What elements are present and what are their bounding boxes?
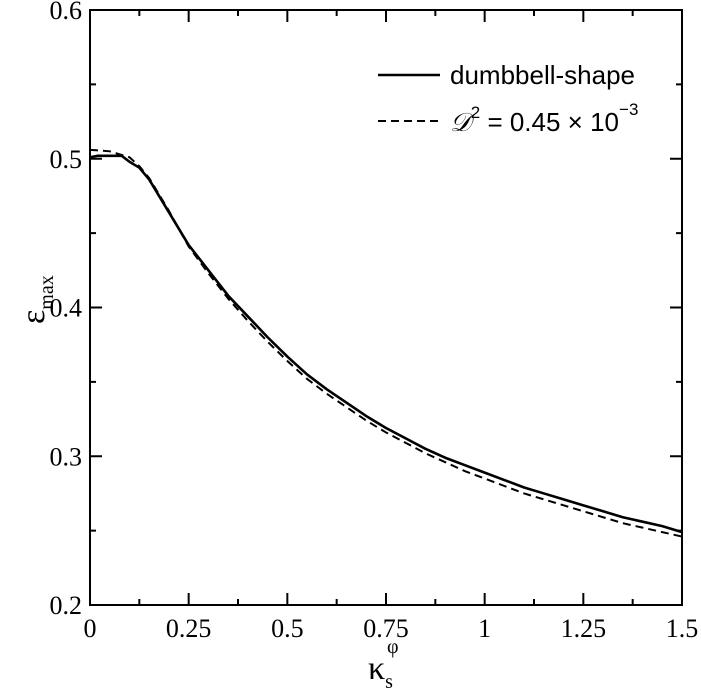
legend-d-sup: 2 [471, 103, 480, 122]
y-axis-ticks: 0.2 0.3 0.4 0.5 0.6 [50, 0, 682, 620]
x-tick-label: 0.25 [166, 614, 212, 643]
y-axis-label-sub: max [36, 275, 58, 309]
x-axis-label-main: κ [368, 650, 385, 687]
x-axis-label-sub: s [385, 671, 393, 690]
series-line-d2 [89, 148, 683, 538]
x-tick-label: 0.5 [271, 614, 304, 643]
x-axis-label-sup: φ [387, 636, 399, 658]
x-axis-ticks: 0 0.25 0.5 0.75 1 1.25 1.5 [84, 10, 699, 643]
x-tick-label: 0 [84, 614, 97, 643]
y-tick-label: 0.5 [50, 145, 83, 174]
x-tick-label: 0.75 [363, 614, 409, 643]
y-axis-label-main: ε [15, 310, 52, 324]
y-tick-label: 0.6 [50, 0, 83, 25]
series-layer [89, 148, 683, 538]
x-tick-label: 1.5 [666, 614, 699, 643]
y-tick-label: 0.4 [50, 294, 83, 323]
legend-d-exp: −3 [619, 100, 638, 119]
legend: dumbbell-shape 𝒟2 = 0.45 × 10−3 [378, 60, 638, 138]
y-axis-label-group: εmax [15, 275, 58, 324]
x-tick-label: 1 [478, 614, 491, 643]
plot-frame [89, 9, 683, 606]
x-tick-label: 1.25 [561, 614, 607, 643]
y-axis-label: εmax [15, 275, 58, 324]
legend-d-value: = 0.45 × 10 [480, 107, 619, 137]
series-line-dumbbell-shape [89, 154, 683, 534]
y-tick-label: 0.2 [50, 591, 83, 620]
legend-label-dumbbell-shape: dumbbell-shape [450, 60, 635, 90]
y-tick-label: 0.3 [50, 442, 83, 471]
legend-label-d2: 𝒟2 = 0.45 × 10−3 [450, 100, 638, 138]
x-axis-label: κsφ [368, 636, 398, 690]
